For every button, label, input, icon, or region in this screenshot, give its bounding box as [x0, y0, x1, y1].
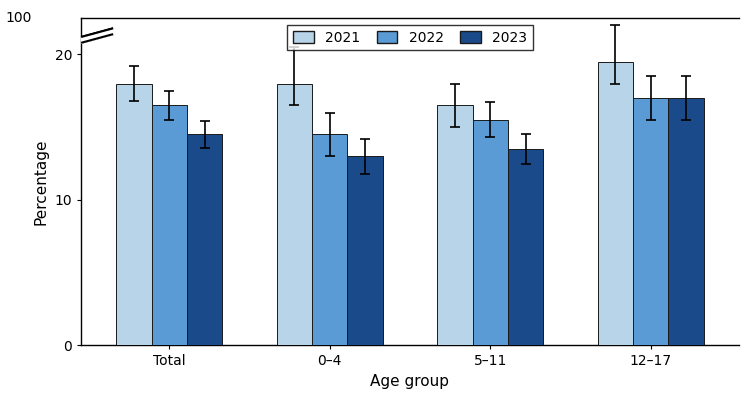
Bar: [347, 156, 382, 345]
Bar: [437, 105, 472, 345]
Text: 100: 100: [5, 11, 32, 25]
Bar: [668, 98, 704, 345]
Bar: [633, 98, 668, 345]
Bar: [312, 134, 347, 345]
Legend: 2021, 2022, 2023: 2021, 2022, 2023: [287, 25, 532, 50]
X-axis label: Age group: Age group: [370, 374, 449, 389]
Bar: [277, 84, 312, 345]
Bar: [152, 105, 187, 345]
Bar: [187, 134, 222, 345]
Bar: [472, 120, 508, 345]
Bar: [598, 62, 633, 345]
Y-axis label: Percentage: Percentage: [34, 138, 49, 225]
Bar: [116, 84, 152, 345]
Bar: [508, 149, 543, 345]
